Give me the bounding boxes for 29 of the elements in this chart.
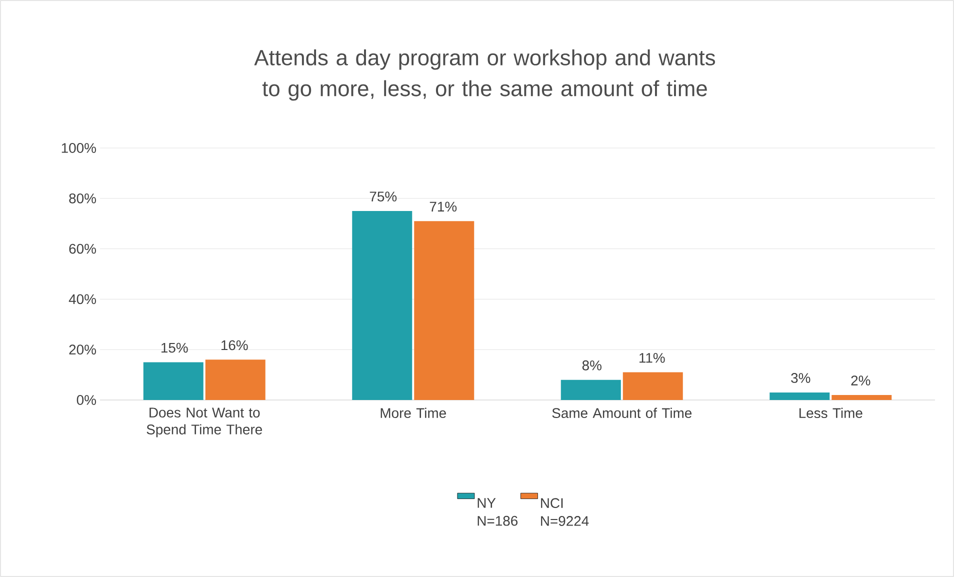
legend-label: NY N=186 [478,498,518,526]
data-label: 15% [161,342,188,353]
data-label: 2% [851,376,870,386]
y-tick-label: 40% [68,294,96,304]
bar [414,221,474,400]
data-label: 3% [791,373,810,383]
bar [770,392,830,400]
y-tick-label: 60% [69,244,96,254]
bar [832,394,892,400]
data-label: 11% [640,352,665,363]
data-label: 75% [370,192,397,202]
legend-label: NCI N=9224 [541,498,589,526]
x-tick-label: Does Not Want to Spend Time There [146,408,262,438]
x-tick-label: Same Amount of Time [552,408,692,418]
bar [352,210,412,400]
y-tick-label: 0% [76,395,96,405]
y-tick-label: 100% [62,143,96,153]
data-label: 16% [221,340,248,350]
bar [205,360,266,400]
bar [143,362,204,400]
x-tick-label: Less Time [799,408,862,418]
data-label: 71% [430,202,457,212]
x-tick-label: More Time [380,408,446,418]
y-tick-label: 80% [69,193,96,204]
data-label: 8% [582,360,602,370]
chart-title: Attends a day program or workshop and wants to go more, less, or the same amount of time [254,49,716,101]
bar [560,380,621,400]
y-tick-label: 20% [69,344,96,355]
bar [622,372,683,400]
